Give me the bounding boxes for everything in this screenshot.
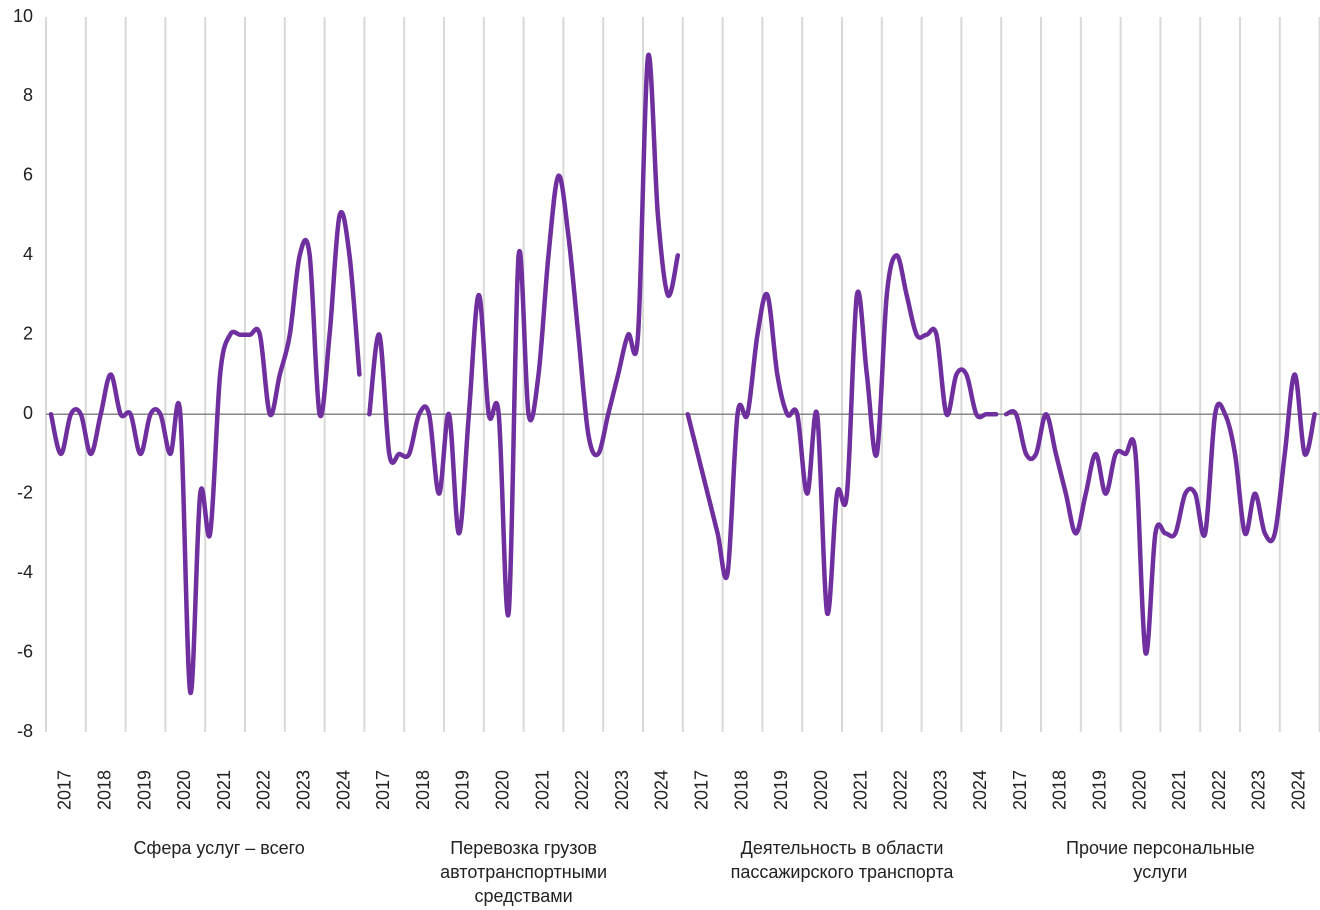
group-label: Сфера услуг – всего <box>133 838 305 858</box>
x-tick-label: 2021 <box>851 770 871 810</box>
group-label: Прочие персональные услуги <box>1066 838 1255 882</box>
line <box>48 209 362 695</box>
x-tick-label: 2024 <box>652 770 672 810</box>
x-tick-label: 2020 <box>492 770 512 810</box>
y-tick-label: -6 <box>17 641 33 661</box>
x-tick-label: 2023 <box>293 770 313 810</box>
x-tick-label: 2019 <box>134 770 154 810</box>
x-tick-label: 2022 <box>1209 770 1229 810</box>
x-tick-label: 2021 <box>214 770 234 810</box>
y-tick-label: 8 <box>23 85 33 105</box>
x-tick-label: 2023 <box>930 770 950 810</box>
x-tick-label: 2018 <box>1050 770 1070 810</box>
group-label: Деятельность в области пассажирского тра… <box>730 838 954 882</box>
line <box>1003 372 1317 656</box>
x-tick-label: 2017 <box>55 770 75 810</box>
x-tick-label: 2019 <box>1089 770 1109 810</box>
x-tick-label: 2020 <box>811 770 831 810</box>
x-tick-label: 2022 <box>254 770 274 810</box>
x-tick-label: 2021 <box>532 770 552 810</box>
y-tick-label: 4 <box>23 244 33 264</box>
x-tick-label: 2019 <box>771 770 791 810</box>
x-tick-label: 2022 <box>572 770 592 810</box>
y-tick-label: 0 <box>23 403 33 423</box>
x-tick-label: 2022 <box>890 770 910 810</box>
x-tick-label: 2023 <box>612 770 632 810</box>
y-tick-label: -8 <box>17 721 33 741</box>
x-tick-label: 2020 <box>174 770 194 810</box>
x-tick-label: 2021 <box>1169 770 1189 810</box>
x-tick-label: 2019 <box>453 770 473 810</box>
x-tick-label: 2017 <box>1010 770 1030 810</box>
y-tick-label: 10 <box>13 6 33 26</box>
x-tick-label: 2017 <box>373 770 393 810</box>
x-tick-label: 2018 <box>94 770 114 810</box>
x-tick-label: 2017 <box>691 770 711 810</box>
y-tick-label: -2 <box>17 482 33 502</box>
x-tick-label: 2020 <box>1129 770 1149 810</box>
y-tick-label: 6 <box>23 165 33 185</box>
y-tick-label: -4 <box>17 562 33 582</box>
y-tick-label: 2 <box>23 324 33 344</box>
x-tick-label: 2018 <box>413 770 433 810</box>
x-tick-label: 2018 <box>731 770 751 810</box>
group-label: Перевозка грузов автотранспортными средс… <box>440 838 608 906</box>
line <box>685 253 999 617</box>
x-tick-label: 2024 <box>333 770 353 810</box>
line <box>367 52 681 618</box>
x-tick-label: 2024 <box>1288 770 1308 810</box>
x-tick-label: 2024 <box>970 770 990 810</box>
x-tick-label: 2023 <box>1249 770 1269 810</box>
